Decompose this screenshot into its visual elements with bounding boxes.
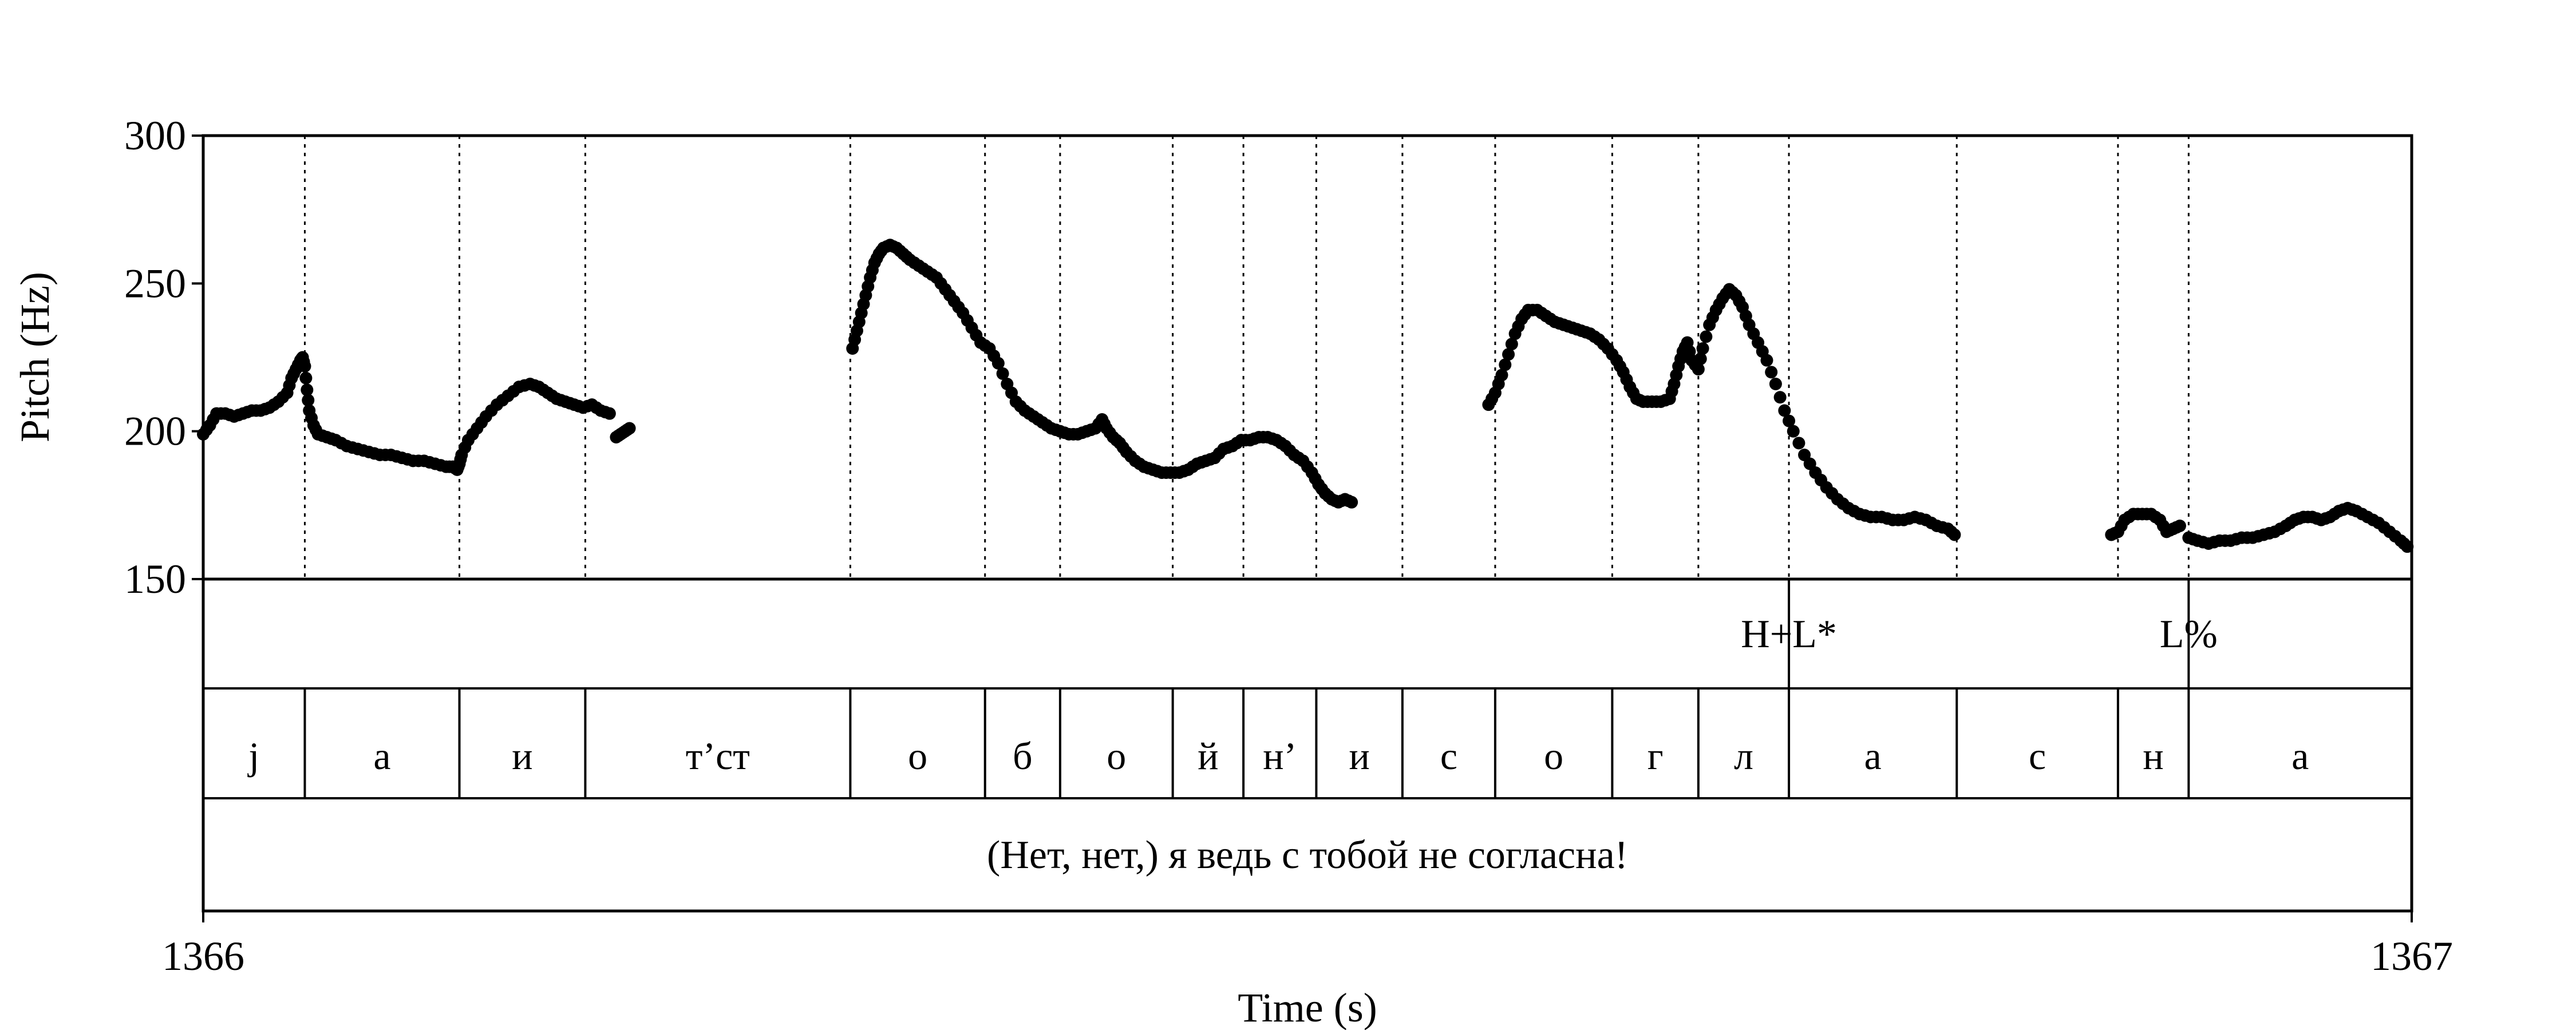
segment-label: б: [1013, 734, 1033, 778]
segment-label: л: [1734, 734, 1753, 778]
pitch-point: [623, 422, 636, 435]
pitch-point: [1760, 354, 1773, 367]
y-axis-title: Pitch (Hz): [12, 272, 58, 442]
y-tick-label: 150: [124, 556, 186, 602]
segment-label: н’: [1263, 734, 1297, 778]
segment-label: j: [247, 734, 259, 778]
pitch-point: [301, 383, 314, 397]
segment-label: н: [2143, 734, 2163, 778]
tone-label: L%: [2160, 612, 2218, 656]
pitch-point: [1783, 414, 1796, 427]
y-tick-label: 200: [124, 409, 186, 454]
pitch-point: [1792, 437, 1805, 450]
segment-boundary-lines: [303, 136, 2190, 798]
pitch-point: [1769, 378, 1782, 390]
segment-label: й: [1198, 734, 1218, 778]
textgrid-panel: [202, 577, 2413, 913]
segment-label: г: [1647, 734, 1664, 778]
segment-label: и: [1349, 734, 1369, 778]
pitch-point: [1696, 342, 1709, 355]
x-tick-label-end: 1367: [2370, 933, 2453, 979]
segment-label: т’ст: [686, 734, 750, 778]
y-tick-label: 300: [124, 113, 186, 159]
segment-label: с: [2029, 734, 2046, 778]
tone-tier: H+L* L%: [1741, 579, 2218, 688]
sentence-label: (Нет, нет,) я ведь с тобой не согласна!: [987, 833, 1628, 877]
pitch-point: [1345, 496, 1358, 509]
segment-label: а: [373, 734, 390, 778]
pitch-point: [1700, 330, 1713, 343]
pitch-point: [996, 367, 1009, 380]
x-axis-title: Time (s): [1238, 985, 1377, 1030]
pitch-point: [299, 371, 313, 385]
segment-tier: j а и т’ст о б о й н’ и с о г л а с н а: [247, 734, 2309, 778]
pitch-point: [1787, 425, 1800, 438]
pitch-point: [2173, 520, 2186, 532]
pitch-point: [2401, 540, 2414, 553]
pitch-point: [298, 360, 311, 373]
segment-label: а: [1864, 734, 1882, 778]
segment-label: о: [1544, 734, 1563, 778]
segment-label: и: [512, 734, 532, 778]
plot-frame: [202, 134, 2413, 913]
x-tick-label-start: 1366: [162, 933, 244, 979]
pitch-point: [1778, 404, 1791, 417]
pitch-point: [1692, 363, 1705, 376]
segment-label: а: [2291, 734, 2309, 778]
pitch-point: [1694, 352, 1707, 366]
pitch-point: [1502, 348, 1515, 361]
pitch-contour: [197, 239, 2414, 553]
pitch-point: [1505, 338, 1518, 351]
tone-label: H+L*: [1741, 612, 1837, 656]
segment-label: о: [1107, 734, 1126, 778]
pitch-point: [1773, 391, 1787, 404]
pitch-point: [302, 394, 315, 407]
pitch-point: [1499, 358, 1512, 371]
pitch-point: [603, 407, 616, 420]
axis-ticks: 150 200 250 300: [124, 113, 2413, 922]
pitch-point: [1765, 366, 1778, 379]
y-tick-label: 250: [124, 260, 186, 306]
pitch-point: [1948, 528, 1961, 541]
pitch-point: [991, 356, 1005, 370]
pitch-point: [1495, 369, 1508, 382]
segment-label: о: [908, 734, 927, 778]
segment-label: с: [1440, 734, 1457, 778]
pitch-panel: [202, 134, 2413, 581]
